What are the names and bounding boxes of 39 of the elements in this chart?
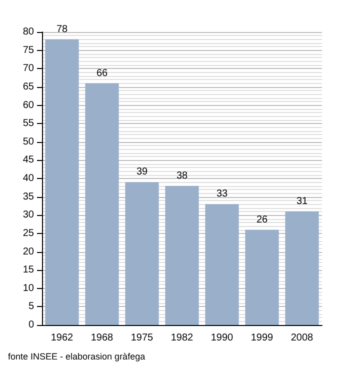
y-tick-label: 80 <box>22 26 34 38</box>
x-tick-label: 1968 <box>90 332 114 344</box>
x-tick-label: 1975 <box>130 332 154 344</box>
y-tick-label: 30 <box>22 210 34 221</box>
bar <box>285 211 319 325</box>
y-tick-label: 50 <box>22 136 34 148</box>
y-tick-label: 20 <box>22 246 34 258</box>
data-label: 33 <box>216 188 228 200</box>
x-tick-label: 1990 <box>210 332 234 344</box>
data-label: 39 <box>136 166 148 178</box>
data-label: 31 <box>296 196 308 207</box>
y-tick-label: 0 <box>28 320 34 330</box>
y-tick-label: 60 <box>22 100 34 111</box>
data-label: 38 <box>176 170 188 182</box>
bar <box>205 204 239 325</box>
y-tick-label: 65 <box>22 81 34 92</box>
y-tick-label: 35 <box>22 191 34 202</box>
data-label: 66 <box>96 68 108 79</box>
y-tick-label: 5 <box>28 301 34 312</box>
y-tick-label: 40 <box>22 173 34 184</box>
y-tick-label: 70 <box>22 63 34 74</box>
bar <box>125 182 159 325</box>
x-tick-label: 1962 <box>50 332 74 344</box>
y-tick-label: 45 <box>22 154 34 166</box>
y-tick-label: 15 <box>22 264 34 276</box>
bar <box>245 230 279 325</box>
x-tick-label: 1982 <box>170 332 194 344</box>
source-note: fonte INSEE - elaborasion gràfega <box>8 352 146 362</box>
data-label: 78 <box>56 24 68 35</box>
y-tick-label: 75 <box>22 44 34 56</box>
bar <box>85 83 119 325</box>
data-label: 26 <box>256 214 268 226</box>
bar <box>165 186 199 325</box>
y-tick-label: 25 <box>22 228 34 239</box>
x-tick-label: 1999 <box>250 332 274 344</box>
y-tick-label: 55 <box>22 118 34 130</box>
bar <box>45 39 79 325</box>
y-tick-label: 10 <box>22 282 34 294</box>
x-tick-label: 2008 <box>290 332 314 344</box>
